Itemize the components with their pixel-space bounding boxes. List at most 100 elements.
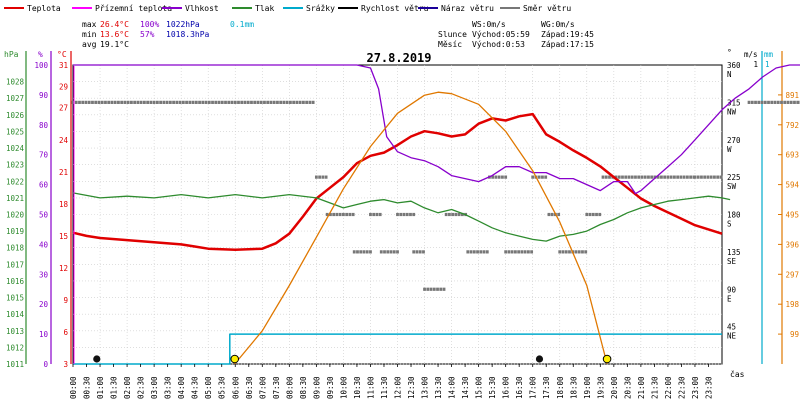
wind-dir-mark <box>142 100 146 104</box>
wind-dir-mark <box>650 175 654 179</box>
x-tick-label: 20:00 <box>610 376 619 399</box>
wind-dir-mark <box>71 100 75 104</box>
x-tick-label: 23:00 <box>691 376 700 399</box>
x-tick-label: 05:00 <box>204 376 213 399</box>
wind-dir-mark <box>783 100 787 104</box>
wind-dir-mark <box>233 100 237 104</box>
wind-dir-mark <box>392 250 396 254</box>
x-tick-label: 04:00 <box>177 376 186 399</box>
deg-dir-label: E <box>727 294 732 303</box>
stats-sun-rise: Východ:05:59 <box>472 30 530 39</box>
wind-dir-mark <box>491 175 495 179</box>
wind-dir-mark <box>321 175 325 179</box>
stats-min-temp: 13.6°C <box>100 30 129 39</box>
x-tick-label: 02:30 <box>137 376 146 399</box>
stats-max-label: max <box>82 20 97 29</box>
wind-dir-mark <box>185 100 188 104</box>
wind-dir-mark <box>709 175 713 179</box>
x-axis-label: čas <box>730 369 745 379</box>
temp-tick: 29 <box>59 82 68 91</box>
wind-dir-mark <box>627 175 631 179</box>
sunset-marker <box>602 354 612 364</box>
series-sun <box>234 91 608 365</box>
wind-dir-mark <box>117 100 120 104</box>
wind-dir-mark <box>97 100 101 104</box>
deg-dir-label: SW <box>727 182 737 191</box>
wind-dir-mark <box>504 175 508 179</box>
pct-tick: 50 <box>39 211 49 220</box>
wind-dir-mark <box>451 212 455 217</box>
wind-dir-mark <box>429 287 433 291</box>
wind-dir-mark <box>601 175 605 179</box>
pct-tick: 90 <box>39 91 49 100</box>
wind-dir-mark <box>696 175 700 179</box>
wind-dir-mark <box>750 100 754 104</box>
x-tick-label: 01:00 <box>96 376 105 399</box>
x-tick-label: 06:00 <box>231 376 240 399</box>
legend-label-3: Tlak <box>255 4 274 13</box>
hpa-tick: 1024 <box>6 144 25 153</box>
wind-dir-mark <box>201 100 205 104</box>
x-tick-label: 05:30 <box>218 376 227 399</box>
deg-dir-label: SE <box>727 257 737 266</box>
pct-tick: 10 <box>39 330 49 339</box>
wind-dir-mark <box>126 100 130 104</box>
wind-dir-mark <box>510 250 514 254</box>
wind-dir-mark <box>409 212 412 217</box>
x-tick-label: 18:00 <box>556 376 565 399</box>
wind-dir-mark <box>598 212 602 217</box>
legend-label-5: Rychlost větru <box>361 4 429 13</box>
sun-tick: 693 <box>785 151 799 160</box>
wind-dir-mark <box>365 250 369 254</box>
stats-moon-set: Západ:17:15 <box>541 40 594 49</box>
wind-dir-mark <box>608 175 611 179</box>
hpa-tick: 1018 <box>6 244 25 253</box>
wind-dir-mark <box>227 100 231 104</box>
wind-dir-mark <box>204 100 208 104</box>
sun-tick: 99 <box>790 330 799 339</box>
wind-dir-mark <box>175 100 179 104</box>
series-vlhkost <box>73 64 800 195</box>
wind-dir-mark <box>660 175 663 179</box>
wind-dir-mark <box>301 100 305 104</box>
wind-dir-mark <box>780 100 783 104</box>
wind-dir-mark <box>747 100 751 104</box>
x-tick-label: 17:00 <box>529 376 538 399</box>
legend: Teplota Přízemní teplota Vlhkost Tlak Srážky… <box>4 4 571 13</box>
wind-dir-mark <box>272 100 276 104</box>
wind-dir-mark <box>439 287 443 291</box>
x-tick-label: 02:00 <box>123 376 132 399</box>
wind-dir-mark <box>754 100 757 104</box>
wind-dir-mark <box>81 100 85 104</box>
stats-panel: max 26.4°C 100% 1022hPa 0.1mm min 13.6°C… <box>82 20 594 49</box>
wind-dir-mark <box>693 175 697 179</box>
sun-tick: 495 <box>785 211 799 220</box>
pct-axis-label: % <box>38 50 43 59</box>
wind-dir-mark <box>614 175 618 179</box>
wind-dir-mark <box>426 287 430 291</box>
hpa-tick: 1012 <box>6 343 24 352</box>
x-tick-label: 15:30 <box>488 376 497 399</box>
wind-dir-mark <box>332 212 336 217</box>
wind-dir-mark <box>220 100 224 104</box>
wind-dir-mark <box>713 175 716 179</box>
stats-sun-label: Slunce <box>438 30 467 39</box>
wind-dir-mark <box>342 212 345 217</box>
x-tick-label: 16:00 <box>502 376 511 399</box>
wind-dir-mark <box>550 212 554 217</box>
deg-dir-label: NW <box>727 107 737 116</box>
wind-dir-mark <box>796 100 800 104</box>
wind-dir-mark <box>584 250 588 254</box>
hpa-axis-label: hPa <box>4 50 19 59</box>
wind-dir-mark <box>91 100 94 104</box>
wind-dir-mark <box>230 100 234 104</box>
hpa-tick: 1015 <box>6 294 24 303</box>
wind-dir-mark <box>139 100 143 104</box>
wind-dir-mark <box>568 250 571 254</box>
x-tick-label: 09:00 <box>312 376 321 399</box>
wind-dir-mark <box>375 212 379 217</box>
wind-dir-mark <box>663 175 667 179</box>
hpa-tick: 1016 <box>6 277 25 286</box>
x-tick-label: 06:30 <box>245 376 254 399</box>
wind-dir-mark <box>152 100 156 104</box>
